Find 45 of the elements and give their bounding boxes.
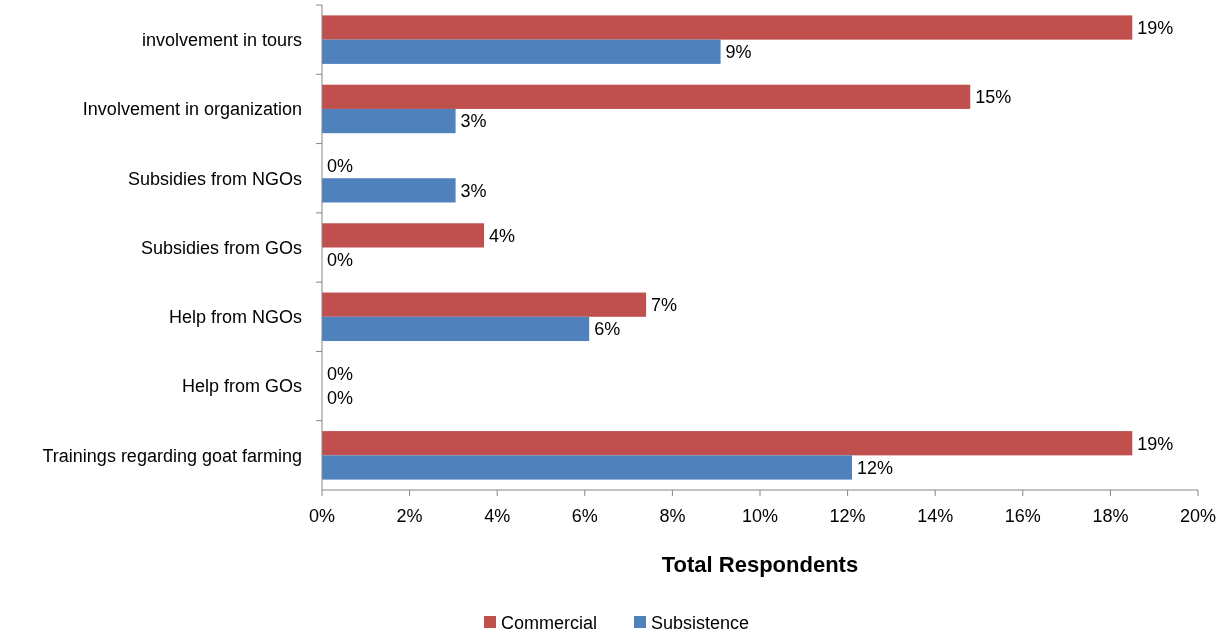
y-tick-label: Help from NGOs [168, 307, 302, 328]
data-label: 15% [975, 87, 1012, 108]
data-label: 4% [489, 225, 516, 246]
x-tick-label: 18% [1092, 506, 1129, 526]
data-label: 19% [1137, 433, 1174, 454]
data-label: 19% [1137, 17, 1174, 38]
bar [322, 39, 721, 64]
x-tick-label: 6% [571, 506, 598, 526]
x-tick-label: 2% [396, 506, 423, 526]
x-tick-label: 14% [917, 506, 954, 526]
bar [322, 316, 590, 342]
x-tick-label: 0% [308, 506, 336, 526]
y-tick-label: Trainings regarding goat farming [42, 445, 302, 466]
bar [322, 431, 1133, 456]
x-tick-label: 16% [1004, 506, 1041, 526]
x-tick-label: 4% [484, 506, 511, 526]
bar [322, 455, 852, 480]
data-label: 3% [460, 111, 487, 132]
y-tick-label: Subsidies from GOs [140, 237, 302, 258]
bar [322, 223, 485, 248]
data-label: 12% [856, 457, 894, 478]
data-label: 7% [651, 294, 678, 315]
legend-label: Commercial [501, 613, 598, 633]
y-tick-label: Subsidies from NGOs [127, 168, 302, 189]
bar [322, 108, 456, 134]
legend-label: Subsistence [651, 613, 750, 633]
data-label: 6% [594, 319, 621, 340]
data-label: 9% [725, 42, 752, 63]
x-tick-label: 20% [1179, 506, 1217, 526]
y-tick-label: Involvement in organization [82, 99, 302, 120]
x-tick-label: 12% [829, 506, 866, 526]
x-axis-title: Total Respondents [661, 552, 859, 577]
data-label: 0% [327, 156, 354, 177]
data-label: 3% [460, 180, 487, 201]
y-tick-label: Help from GOs [181, 376, 302, 397]
bar [322, 84, 971, 109]
bar [322, 292, 647, 317]
y-tick-label: involvement in tours [141, 29, 302, 50]
data-label: 0% [327, 249, 354, 270]
x-tick-label: 10% [741, 506, 779, 526]
x-tick-label: 8% [659, 506, 686, 526]
bar [322, 178, 456, 203]
bar [322, 15, 1133, 40]
data-label: 0% [327, 388, 354, 409]
data-label: 0% [327, 364, 354, 385]
